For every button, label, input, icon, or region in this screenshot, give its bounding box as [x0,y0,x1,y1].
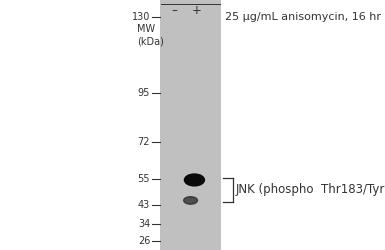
Text: 95: 95 [138,88,150,98]
Text: 130: 130 [132,12,150,22]
Text: 72: 72 [138,137,150,147]
Text: 34: 34 [138,219,150,229]
Text: 43: 43 [138,200,150,210]
Text: +: + [191,4,201,17]
Ellipse shape [184,197,198,204]
Text: 55: 55 [138,174,150,184]
Text: MW
(kDa): MW (kDa) [137,24,164,46]
Text: 25 μg/mL anisomycin, 16 hr: 25 μg/mL anisomycin, 16 hr [225,12,381,22]
Text: JNK (phospho  Thr183/Tyr185): JNK (phospho Thr183/Tyr185) [236,183,385,196]
Text: 26: 26 [138,236,150,246]
Text: 293T: 293T [169,0,201,2]
Bar [160,0,221,250]
Ellipse shape [184,174,204,186]
Text: –: – [171,4,177,17]
